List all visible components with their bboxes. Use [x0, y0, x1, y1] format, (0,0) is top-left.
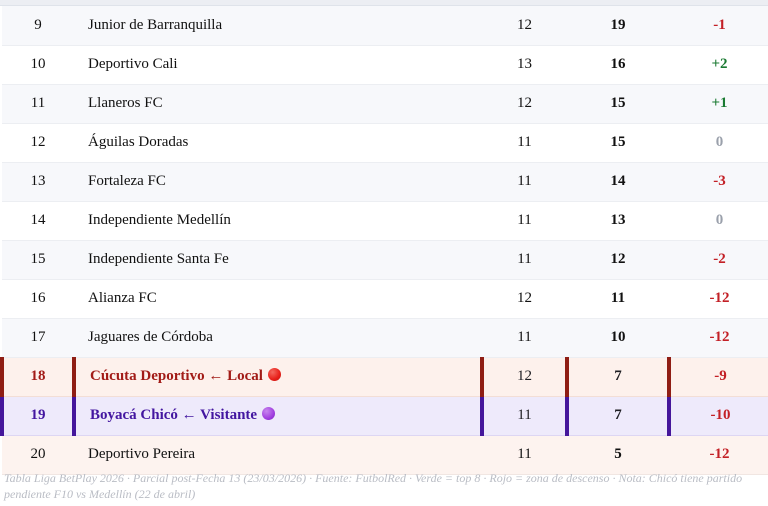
team-name: Deportivo Pereira [88, 445, 196, 462]
cell-position: 17 [2, 318, 74, 358]
team-name: Boyacá Chicó ← Visitante [90, 406, 258, 423]
cell-played: 11 [482, 318, 567, 358]
team-name: Junior de Barranquilla [88, 16, 223, 33]
cell-points: 15 [567, 123, 669, 163]
clipped-row-top [0, 0, 768, 6]
cell-goal-difference: -1 [669, 6, 768, 46]
cell-position: 13 [2, 162, 74, 202]
cell-team: Junior de Barranquilla [74, 6, 482, 46]
cell-goal-difference: -3 [669, 162, 768, 202]
table-row[interactable]: 11 Llaneros FC 12 15 +1 [2, 84, 768, 124]
table-row[interactable]: 10 Deportivo Cali 13 16 +2 [2, 45, 768, 85]
cell-goal-difference: 0 [669, 201, 768, 241]
red-circle-icon [267, 367, 281, 381]
cell-team: Fortaleza FC [74, 162, 482, 202]
team-name: Llaneros FC [88, 94, 163, 111]
cell-goal-difference: -12 [669, 435, 768, 475]
cell-team: Deportivo Pereira [74, 435, 482, 475]
cell-played: 11 [482, 435, 567, 475]
team-name: Fortaleza FC [88, 172, 166, 189]
purple-circle-icon [262, 406, 276, 420]
cell-position: 10 [2, 45, 74, 85]
team-name: Independiente Medellín [88, 211, 231, 228]
cell-played: 12 [482, 6, 567, 46]
cell-team: Cúcuta Deportivo ← Local [72, 357, 482, 397]
cell-position: 20 [2, 435, 74, 475]
cell-goal-difference: +2 [669, 45, 768, 85]
table-row[interactable]: 17 Jaguares de Córdoba 11 10 -12 [2, 318, 768, 358]
standings-table: 9 Junior de Barranquilla 12 19 -1 10 Deportivo… [0, 6, 768, 475]
cell-goal-difference: -12 [669, 318, 768, 358]
footnote: Tabla Liga BetPlay 2026 · Parcial post-F… [4, 471, 743, 501]
cell-played: 12 [482, 84, 567, 124]
cell-played: 11 [482, 240, 567, 280]
table-row[interactable]: 19 Boyacá Chicó ← Visitante 11 7 -10 [0, 396, 768, 436]
cell-played: 11 [482, 123, 567, 163]
cell-points: 13 [567, 201, 669, 241]
cell-played: 12 [480, 357, 567, 397]
table-row[interactable]: 14 Independiente Medellín 11 13 0 [2, 201, 768, 241]
cell-team: Llaneros FC [74, 84, 482, 124]
team-name: Águilas Doradas [88, 133, 189, 150]
cell-team: Jaguares de Córdoba [74, 318, 482, 358]
team-name: Alianza FC [88, 289, 157, 306]
cell-points: 5 [567, 435, 669, 475]
cell-team: Águilas Doradas [74, 123, 482, 163]
cell-position: 14 [2, 201, 74, 241]
table-row[interactable]: 9 Junior de Barranquilla 12 19 -1 [2, 6, 768, 46]
cell-points: 16 [567, 45, 669, 85]
cell-team: Deportivo Cali [74, 45, 482, 85]
cell-team: Boyacá Chicó ← Visitante [72, 396, 482, 436]
cell-team: Alianza FC [74, 279, 482, 319]
cell-points: 10 [567, 318, 669, 358]
table-row[interactable]: 15 Independiente Santa Fe 11 12 -2 [2, 240, 768, 280]
cell-points: 12 [567, 240, 669, 280]
cell-position: 11 [2, 84, 74, 124]
cell-position: 15 [2, 240, 74, 280]
cell-position: 12 [2, 123, 74, 163]
cell-points: 7 [565, 396, 669, 436]
standings-table-body: 9 Junior de Barranquilla 12 19 -1 10 Deportivo… [0, 6, 768, 475]
table-row[interactable]: 12 Águilas Doradas 11 15 0 [2, 123, 768, 163]
cell-team: Independiente Santa Fe [74, 240, 482, 280]
cell-goal-difference: -9 [667, 357, 768, 397]
cell-played: 11 [480, 396, 567, 436]
cell-position: 9 [2, 6, 74, 46]
cell-points: 14 [567, 162, 669, 202]
table-row[interactable]: 13 Fortaleza FC 11 14 -3 [2, 162, 768, 202]
cell-goal-difference: -12 [669, 279, 768, 319]
table-row[interactable]: 18 Cúcuta Deportivo ← Local 12 7 -9 [0, 357, 768, 397]
cell-goal-difference: 0 [669, 123, 768, 163]
team-name: Deportivo Cali [88, 55, 178, 72]
cell-points: 15 [567, 84, 669, 124]
cell-position: 19 [0, 396, 74, 436]
cell-played: 11 [482, 201, 567, 241]
team-name: Jaguares de Córdoba [88, 328, 213, 345]
cell-goal-difference: -2 [669, 240, 768, 280]
cell-team: Independiente Medellín [74, 201, 482, 241]
table-row[interactable]: 16 Alianza FC 12 11 -12 [2, 279, 768, 319]
cell-position: 16 [2, 279, 74, 319]
team-name: Cúcuta Deportivo ← Local [90, 367, 263, 384]
cell-played: 12 [482, 279, 567, 319]
cell-goal-difference: +1 [669, 84, 768, 124]
cell-points: 11 [567, 279, 669, 319]
cell-points: 7 [565, 357, 669, 397]
cell-goal-difference: -10 [667, 396, 768, 436]
table-row[interactable]: 20 Deportivo Pereira 11 5 -12 [2, 435, 768, 475]
cell-position: 18 [0, 357, 74, 397]
cell-played: 11 [482, 162, 567, 202]
team-name: Independiente Santa Fe [88, 250, 229, 267]
cell-played: 13 [482, 45, 567, 85]
cell-points: 19 [567, 6, 669, 46]
